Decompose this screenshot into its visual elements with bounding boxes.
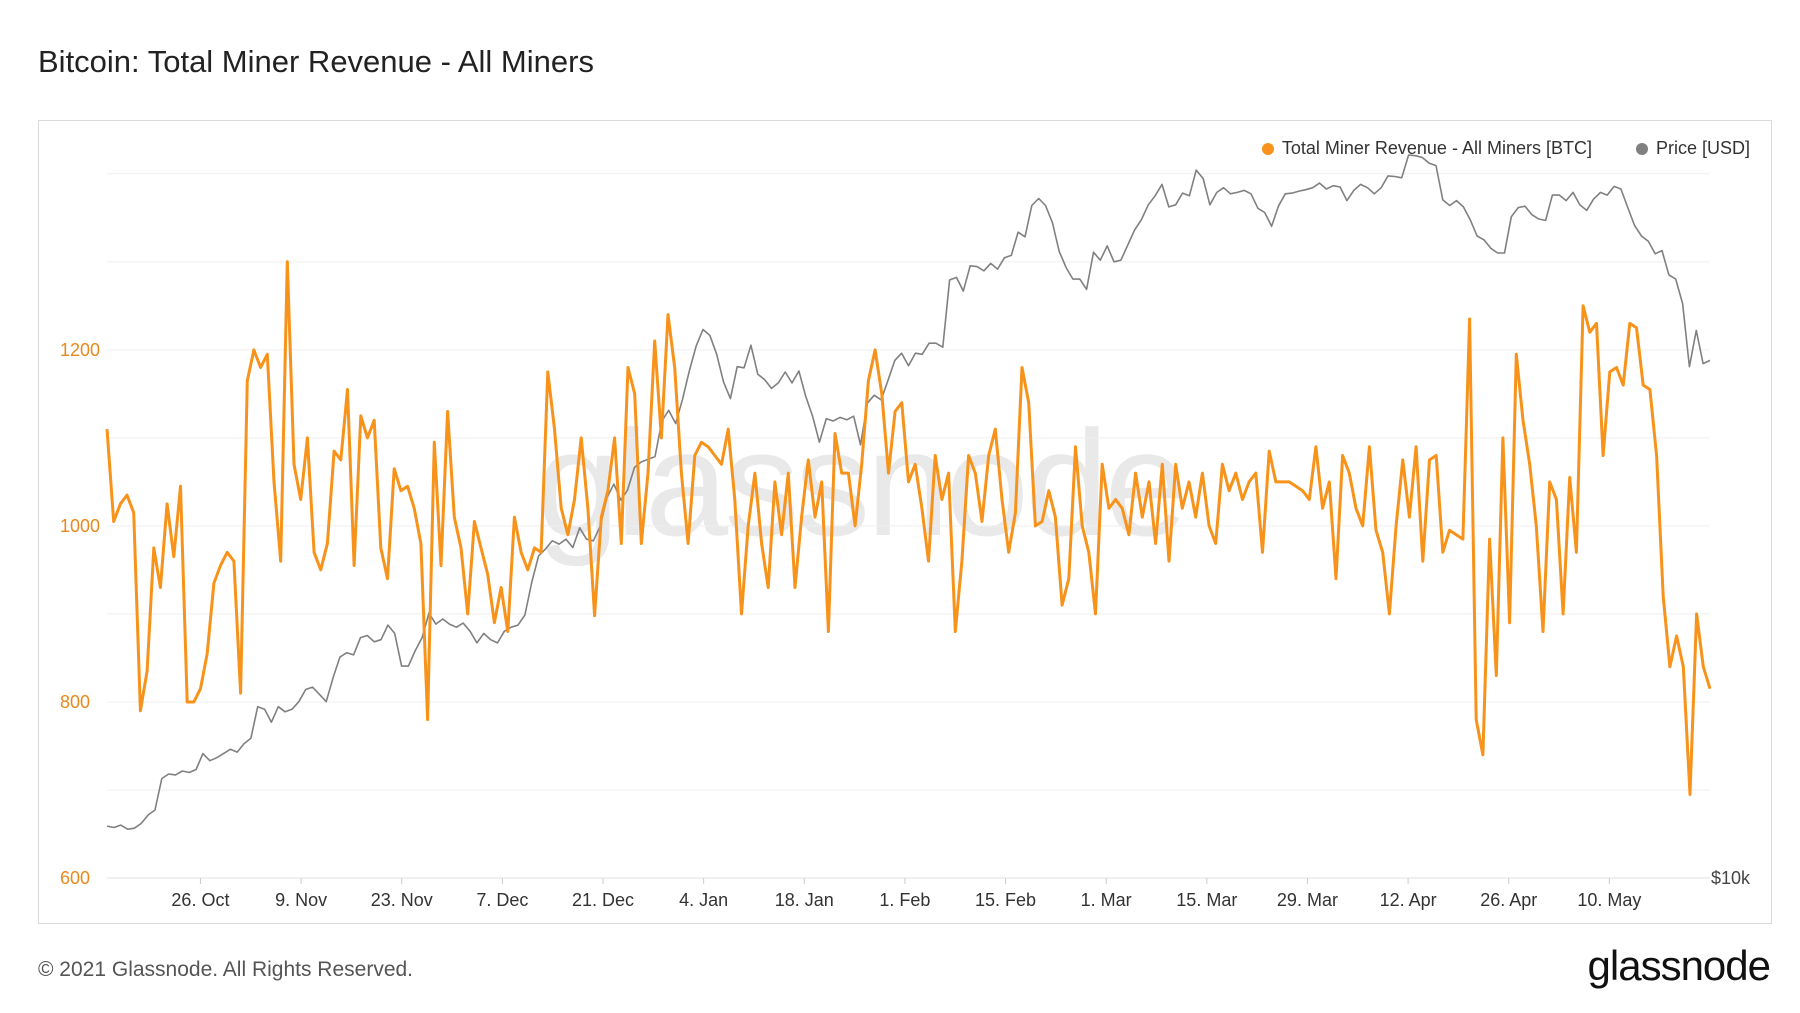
legend-dot-price — [1635, 142, 1648, 155]
x-tick-label: 7. Dec — [476, 890, 528, 910]
x-tick-label: 12. Apr — [1380, 890, 1437, 910]
copyright-footer: © 2021 Glassnode. All Rights Reserved. — [38, 958, 414, 981]
x-tick-label: 23. Nov — [371, 890, 433, 910]
legend-item-revenue[interactable]: Total Miner Revenue - All Miners [BTC] — [1261, 138, 1592, 159]
x-tick-label: 1. Feb — [879, 890, 930, 910]
left-axis-ticks: 600 800 1000 1200 — [60, 340, 100, 888]
chart-panel — [38, 120, 1772, 924]
brand-logo[interactable]: glassnode — [1587, 942, 1771, 989]
legend-item-price[interactable]: Price [USD] — [1635, 138, 1750, 159]
x-tick-label: 15. Mar — [1176, 890, 1237, 910]
y-right-tick-label: $10k — [1711, 868, 1751, 888]
y-left-tick-label: 1200 — [60, 340, 100, 360]
y-left-tick-label: 800 — [60, 692, 90, 712]
x-tick-label: 4. Jan — [679, 890, 728, 910]
x-tick-label: 18. Jan — [775, 890, 834, 910]
legend-dot-revenue — [1261, 142, 1274, 155]
x-tick-label: 10. May — [1577, 890, 1641, 910]
y-left-tick-label: 600 — [60, 868, 90, 888]
chart-title: Bitcoin: Total Miner Revenue - All Miner… — [38, 44, 594, 79]
gridlines — [107, 173, 1710, 879]
x-tick-label: 26. Apr — [1480, 890, 1537, 910]
right-axis-ticks: $10k — [1711, 868, 1751, 888]
x-tick-label: 21. Dec — [572, 890, 634, 910]
series-line-miner-revenue — [105, 260, 1712, 796]
x-tick-label: 9. Nov — [275, 890, 327, 910]
x-tick-label: 29. Mar — [1277, 890, 1338, 910]
x-tick-label: 1. Mar — [1081, 890, 1132, 910]
legend-label-revenue: Total Miner Revenue - All Miners [BTC] — [1281, 138, 1592, 158]
chart-legend: Total Miner Revenue - All Miners [BTC] P… — [1261, 138, 1750, 159]
x-tick-label: 26. Oct — [171, 890, 229, 910]
series-line-price — [106, 154, 1711, 831]
legend-label-price: Price [USD] — [1655, 138, 1750, 158]
series-layer — [105, 154, 1712, 831]
x-tick-label: 15. Feb — [975, 890, 1036, 910]
y-left-tick-label: 1000 — [60, 516, 100, 536]
x-axis-ticks: 26. Oct 9. Nov 23. Nov 7. Dec 21. Dec 4. Jan 1… — [171, 878, 1641, 910]
